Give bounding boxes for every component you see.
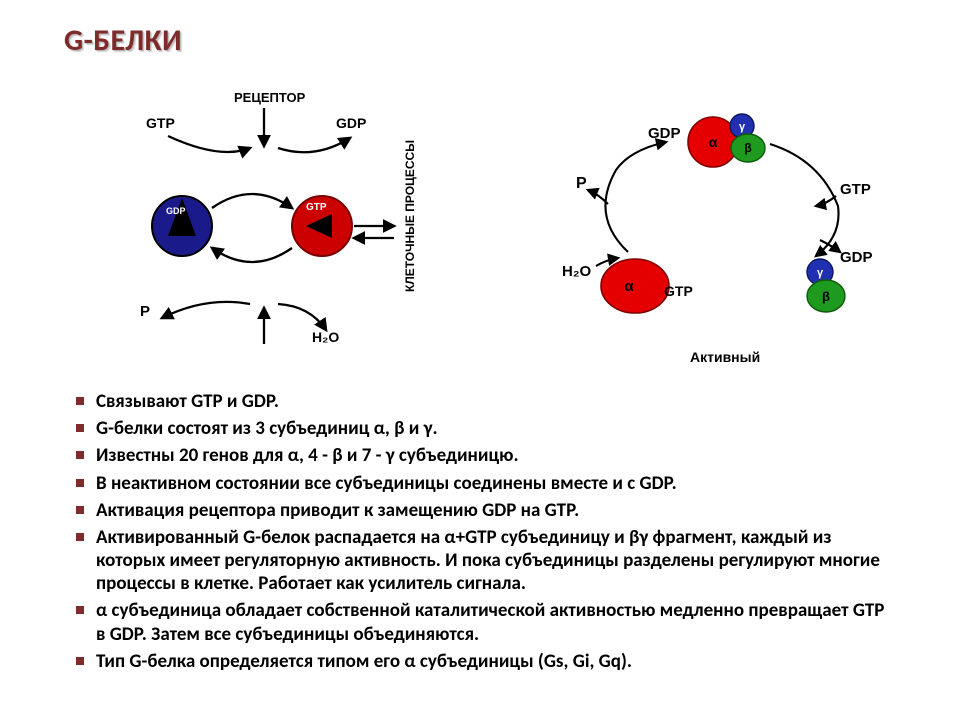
- bullet-item: G-белки состоят из 3 субъединиц α, β и γ…: [70, 417, 890, 440]
- svg-text:КЛЕТОЧНЫЕ ПРОЦЕССЫ: КЛЕТОЧНЫЕ ПРОЦЕССЫ: [403, 140, 417, 292]
- svg-text:β: β: [822, 289, 830, 304]
- svg-text:Активный: Активный: [690, 349, 760, 365]
- right-diagram: αγβGDPαGTPγβPH₂OGTPGDPАктивный: [520, 86, 900, 376]
- bullet-item: Известны 20 генов для α, 4 - β и 7 - γ с…: [70, 444, 890, 467]
- svg-text:α: α: [709, 134, 718, 150]
- bullet-item: Тип G-белка определяется типом его α суб…: [70, 650, 890, 673]
- svg-text:α: α: [624, 278, 634, 295]
- bullet-item: Связывают GTP и GDP.: [70, 390, 890, 413]
- svg-text:GDP: GDP: [166, 206, 186, 216]
- svg-text:GTP: GTP: [840, 181, 871, 198]
- svg-text:GTP: GTP: [146, 115, 175, 131]
- svg-text:GDP: GDP: [336, 115, 366, 131]
- svg-text:GDP: GDP: [840, 249, 873, 266]
- svg-text:γ: γ: [817, 267, 824, 279]
- svg-text:β: β: [744, 141, 751, 155]
- svg-text:GTP: GTP: [664, 283, 693, 299]
- svg-text:P: P: [576, 175, 587, 192]
- svg-text:GTP: GTP: [306, 202, 327, 213]
- bullet-item: Активированный G-белок распадается на α+…: [70, 526, 890, 596]
- svg-text:P: P: [140, 303, 150, 320]
- svg-text:H₂O: H₂O: [562, 263, 591, 280]
- bullet-item: В неактивном состоянии все субъединицы с…: [70, 472, 890, 495]
- bullet-list: Связывают GTP и GDP. G-белки состоят из 3…: [70, 390, 890, 677]
- svg-text:GDP: GDP: [648, 125, 681, 142]
- bullet-item: α субъединица обладает собственной катал…: [70, 599, 890, 645]
- page-title: G-БЕЛКИ: [64, 22, 182, 59]
- svg-text:H₂O: H₂O: [312, 329, 339, 345]
- svg-text:γ: γ: [739, 121, 746, 133]
- left-diagram: РЕЦЕПТОР GTP GDP P H₂O GDP GTP КЛЕТОЧНЫЕ ПРОЦЕС…: [110, 86, 440, 376]
- bullet-item: Активация рецептора приводит к замещению…: [70, 499, 890, 522]
- svg-text:РЕЦЕПТОР: РЕЦЕПТОР: [234, 90, 306, 105]
